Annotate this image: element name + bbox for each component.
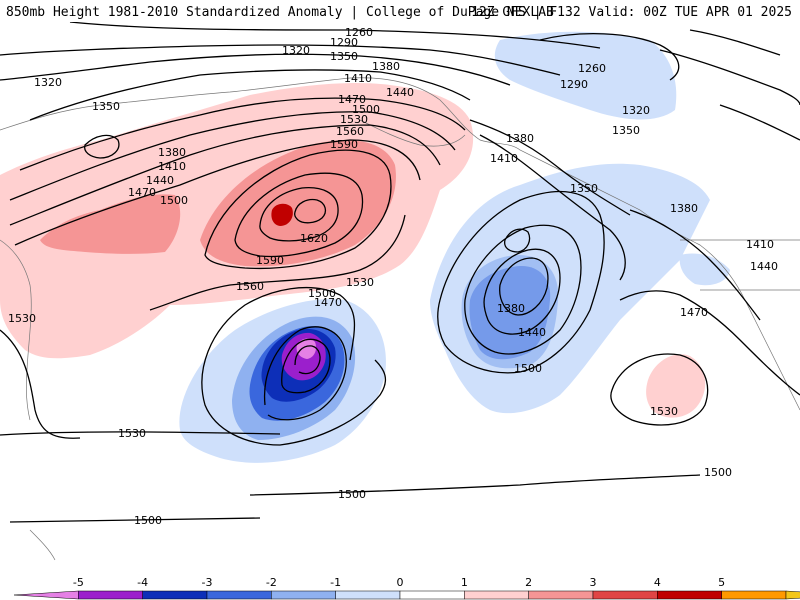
- contour-label: 1500: [308, 287, 336, 300]
- contour-label: 1320: [34, 76, 62, 89]
- contour-label: 1320: [622, 104, 650, 117]
- contour-label: 1380: [670, 202, 698, 215]
- contour-label: 1410: [746, 238, 774, 251]
- contour-label: 1470: [338, 93, 366, 106]
- contour-label: 1620: [300, 232, 328, 245]
- negative-anomaly-southwest-6: [296, 338, 317, 359]
- contour-label: 1500: [134, 514, 162, 527]
- colorbar-tick-label: 4: [654, 576, 661, 589]
- colorbar-swatch: [592, 590, 658, 600]
- contour-labels: 1260 1260 1290 1290 1320 1320 1320 1350 …: [8, 26, 778, 527]
- colorbar-tick-label: 5: [718, 576, 725, 589]
- colorbar-tick-label: 3: [590, 576, 597, 589]
- contour-label: 1260: [578, 62, 606, 75]
- anomaly-shading: [0, 31, 730, 463]
- colorbar-swatch: [399, 590, 465, 600]
- colorbar-swatches: [13, 590, 800, 600]
- contour-label: 1320: [282, 44, 310, 57]
- contour-label: 1440: [146, 174, 174, 187]
- contour-label: 1440: [750, 260, 778, 273]
- colorbar-swatch: [721, 590, 787, 600]
- contour-label: 1380: [497, 302, 525, 315]
- contour-label: 1530: [340, 113, 368, 126]
- contour-label: 1560: [336, 125, 364, 138]
- colorbar-tick-label: -1: [330, 576, 341, 589]
- colorbar-swatch: [335, 590, 401, 600]
- contour-label: 1290: [560, 78, 588, 91]
- height-contours: [0, 22, 800, 523]
- positive-anomaly-max: [271, 203, 293, 226]
- contour-label: 1500: [704, 466, 732, 479]
- contour-label: 1530: [118, 427, 146, 440]
- anomaly-map: 1260 1260 1290 1290 1320 1320 1320 1350 …: [0, 22, 800, 561]
- colorbar-swatch: [271, 590, 336, 600]
- contour-label: 1530: [346, 276, 374, 289]
- contour-label: 1350: [92, 100, 120, 113]
- colorbar-tick-label: 0: [397, 576, 404, 589]
- contour-label: 1590: [330, 138, 358, 151]
- contour-label: 1410: [158, 160, 186, 173]
- contour-label: 1530: [650, 405, 678, 418]
- coastlines: [0, 77, 800, 561]
- colorbar-swatch: [657, 590, 722, 600]
- contour-label: 1350: [330, 50, 358, 63]
- contour-label: 1500: [160, 194, 188, 207]
- contour-label: 1500: [514, 362, 542, 375]
- run-info: 12Z GFS | F132 Valid: 00Z TUE APR 01 202…: [471, 5, 792, 20]
- anomaly-colorbar: -5 -4 -3 -2 -1 0 1 2 3 4 5: [13, 576, 800, 600]
- negative-anomaly-north: [494, 31, 677, 120]
- contour-label: 1470: [314, 296, 342, 309]
- colorbar-ticks: -5 -4 -3 -2 -1 0 1 2 3 4 5: [73, 576, 725, 589]
- contour-label: 1500: [338, 488, 366, 501]
- contour-label: 1350: [570, 182, 598, 195]
- contour-label: 1530: [8, 312, 36, 325]
- colorbar-swatch: [785, 590, 800, 600]
- positive-anomaly-east: [646, 354, 706, 418]
- contour-label: 1440: [518, 326, 546, 339]
- contour-label: 1350: [612, 124, 640, 137]
- colorbar-swatch: [78, 590, 143, 600]
- contour-label: 1260: [345, 26, 373, 39]
- positive-anomaly-west: [40, 194, 181, 254]
- colorbar-tick-label: -2: [266, 576, 277, 589]
- colorbar-swatch: [206, 590, 272, 600]
- colorbar-swatch: [528, 590, 594, 600]
- contour-label: 1410: [344, 72, 372, 85]
- contour-label: 1380: [506, 132, 534, 145]
- contour-label: 1560: [236, 280, 264, 293]
- colorbar-tick-label: 1: [461, 576, 468, 589]
- contour-label: 1590: [256, 254, 284, 267]
- negative-anomaly-strip: [679, 253, 730, 286]
- contour-label: 1500: [352, 103, 380, 116]
- colorbar-swatch: [142, 590, 208, 600]
- colorbar-tick-label: -5: [73, 576, 84, 589]
- map-title: 850mb Height 1981-2010 Standardized Anom…: [6, 5, 554, 20]
- contour-label: 1290: [330, 36, 358, 49]
- colorbar-swatch: [13, 590, 79, 600]
- header-bar: 850mb Height 1981-2010 Standardized Anom…: [0, 0, 800, 22]
- contour-label: 1470: [128, 186, 156, 199]
- colorbar-tick-label: -4: [137, 576, 148, 589]
- contour-label: 1440: [386, 86, 414, 99]
- colorbar-tick-label: 2: [525, 576, 532, 589]
- colorbar-swatch: [464, 590, 529, 600]
- contour-label: 1410: [490, 152, 518, 165]
- contour-label: 1380: [372, 60, 400, 73]
- contour-label: 1470: [680, 306, 708, 319]
- contour-label: 1380: [158, 146, 186, 159]
- colorbar-tick-label: -3: [202, 576, 213, 589]
